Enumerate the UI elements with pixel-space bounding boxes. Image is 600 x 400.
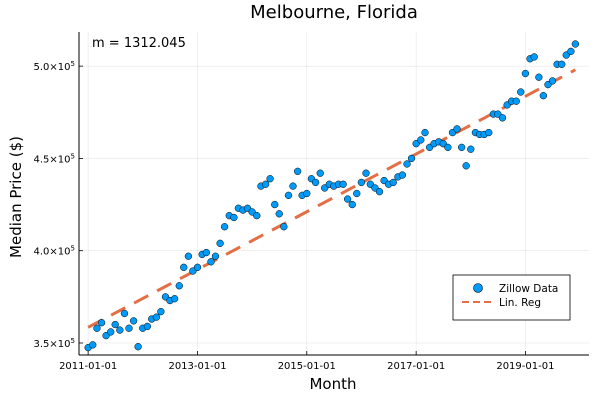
data-point xyxy=(89,341,97,349)
data-point xyxy=(403,160,411,168)
data-point xyxy=(512,97,520,105)
data-point xyxy=(93,324,101,332)
axes-frame xyxy=(78,32,589,356)
data-point xyxy=(293,167,302,176)
regression-line xyxy=(87,68,577,329)
data-point xyxy=(407,154,416,163)
y-tick-label: 4.5×105 xyxy=(34,152,75,165)
data-point xyxy=(530,53,538,61)
data-point xyxy=(116,326,124,334)
legend-label-regression: Lin. Reg xyxy=(499,297,541,309)
data-point xyxy=(339,180,347,188)
data-point xyxy=(152,313,161,321)
data-point xyxy=(521,69,530,78)
data-point xyxy=(202,248,211,257)
data-point xyxy=(284,191,293,200)
x-tick-label: 2019-01-01 xyxy=(496,361,554,372)
x-tick-label: 2017-01-01 xyxy=(387,361,445,372)
legend-marker-icon xyxy=(473,283,483,293)
data-point xyxy=(275,210,283,218)
data-point xyxy=(462,162,470,170)
data-point xyxy=(111,320,119,329)
data-point xyxy=(129,317,138,325)
data-point xyxy=(421,128,429,137)
data-point xyxy=(157,307,165,316)
data-point xyxy=(193,263,202,271)
x-tick-label: 2011-01-01 xyxy=(59,361,117,372)
y-tick-label: 4.0×105 xyxy=(34,245,75,258)
x-tick-labels: 2011-01-01 2013-01-01 2015-01-01 2017-01-01… xyxy=(59,361,554,372)
data-point xyxy=(343,195,352,203)
data-point xyxy=(375,188,384,196)
data-point xyxy=(362,169,370,177)
data-point xyxy=(120,309,129,318)
data-point xyxy=(134,343,142,351)
data-point xyxy=(357,178,366,187)
data-point xyxy=(230,213,238,222)
data-point xyxy=(253,212,261,220)
data-point xyxy=(261,180,270,188)
data-point xyxy=(271,200,279,209)
data-point xyxy=(184,252,193,260)
data-point xyxy=(175,282,183,290)
grid xyxy=(79,32,589,355)
data-point xyxy=(571,40,580,48)
legend-label-scatter: Zillow Data xyxy=(499,283,558,295)
data-point xyxy=(311,178,320,187)
data-point xyxy=(303,189,311,198)
y-tick-label: 5.0×105 xyxy=(34,60,75,73)
data-point xyxy=(97,319,106,327)
data-point xyxy=(125,324,133,332)
data-point xyxy=(453,125,461,133)
data-point xyxy=(558,60,566,68)
data-points xyxy=(84,40,580,352)
legend: Zillow Data Lin. Reg xyxy=(452,274,571,321)
data-point xyxy=(398,171,407,179)
data-point xyxy=(467,145,475,153)
data-point xyxy=(216,239,224,247)
x-tick-label: 2015-01-01 xyxy=(278,361,336,372)
data-point xyxy=(107,328,115,336)
data-point xyxy=(280,223,288,231)
y-axis-title: Median Price ($) xyxy=(7,136,25,258)
data-point xyxy=(389,178,397,187)
data-point xyxy=(535,73,543,81)
data-point xyxy=(353,189,361,198)
data-point xyxy=(348,200,356,209)
data-point xyxy=(517,88,525,96)
data-point xyxy=(498,114,507,122)
chart-title: Melbourne, Florida xyxy=(250,2,418,23)
y-tick-label: 3.5×105 xyxy=(34,337,75,350)
regression-line-layer xyxy=(87,68,577,329)
y-tick-labels: 3.5×105 4.0×105 4.5×105 5.0×105 xyxy=(34,60,75,350)
tick-marks xyxy=(79,65,526,355)
data-point xyxy=(180,263,188,271)
data-point xyxy=(266,175,274,183)
data-point xyxy=(444,143,452,152)
legend-box xyxy=(452,274,571,321)
data-point xyxy=(567,47,575,56)
data-point xyxy=(170,295,179,303)
data-point xyxy=(539,92,548,100)
slope-annotation: m = 1312.045 xyxy=(92,36,186,51)
data-point xyxy=(289,182,297,190)
data-point xyxy=(143,322,152,331)
data-point xyxy=(207,258,215,266)
data-point xyxy=(485,128,493,137)
data-point xyxy=(316,169,324,177)
data-point xyxy=(211,252,220,260)
data-point xyxy=(220,223,229,231)
data-point xyxy=(548,77,557,85)
data-point xyxy=(458,143,466,152)
x-tick-label: 2013-01-01 xyxy=(168,361,226,372)
x-axis-title: Month xyxy=(309,375,356,393)
data-point xyxy=(417,136,425,144)
